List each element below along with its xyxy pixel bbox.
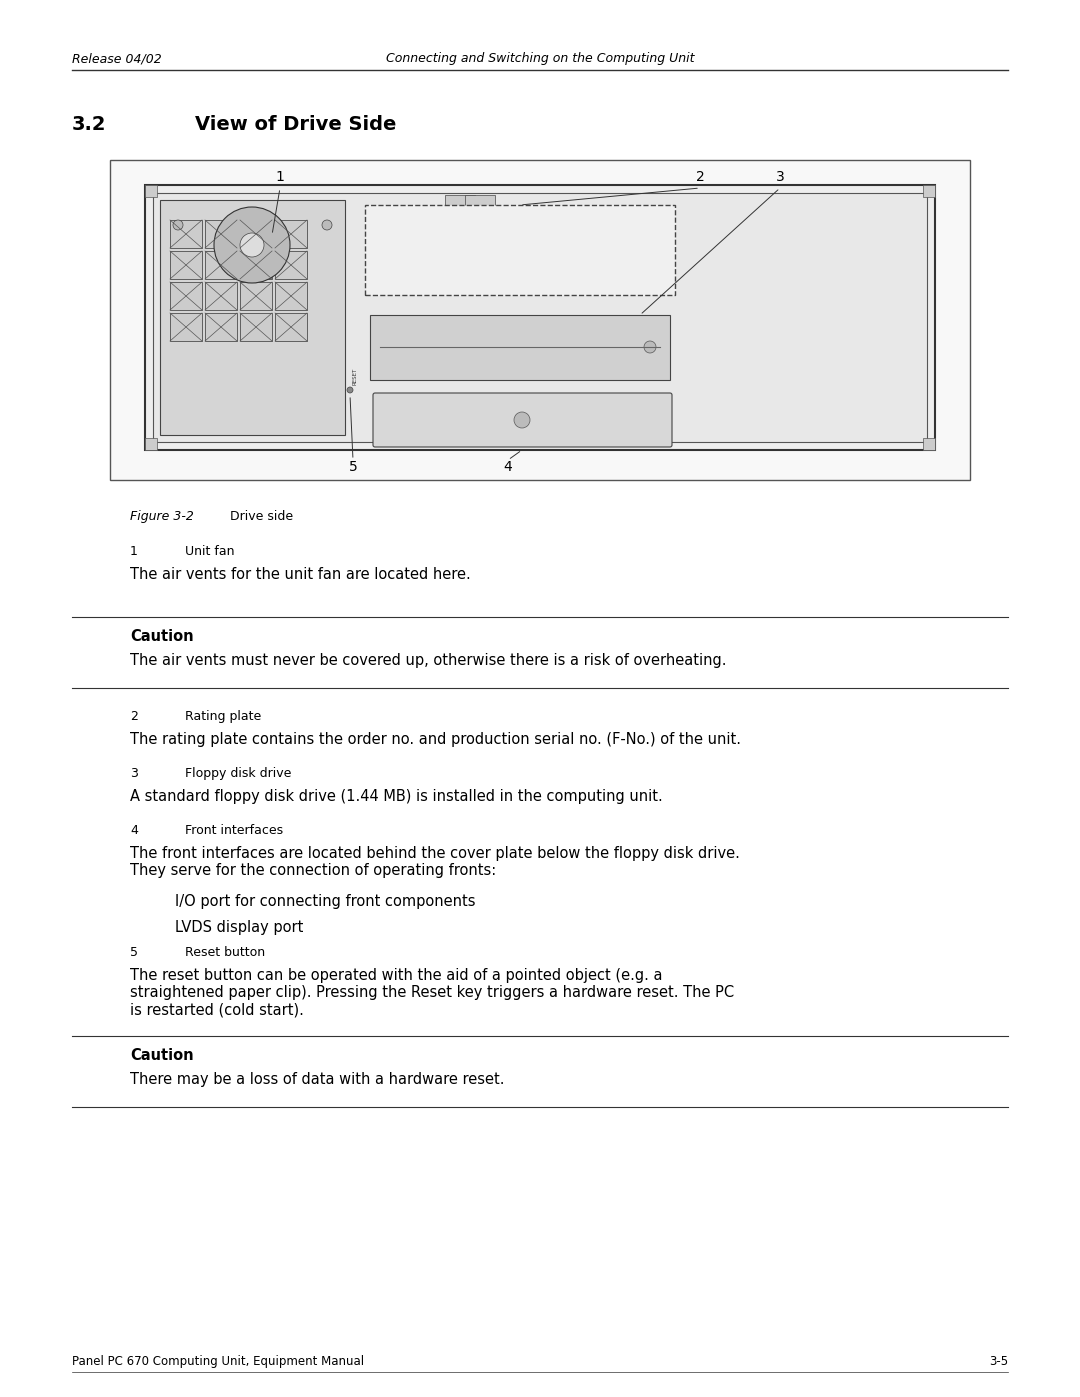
Text: Drive side: Drive side: [230, 510, 293, 522]
Bar: [170, 219, 202, 249]
Text: 1: 1: [130, 545, 138, 557]
Bar: [240, 219, 272, 249]
Bar: [170, 251, 202, 279]
Text: 3-5: 3-5: [989, 1355, 1008, 1368]
Bar: [240, 282, 272, 310]
Circle shape: [347, 387, 353, 393]
Text: Front interfaces: Front interfaces: [185, 824, 283, 837]
Text: Release 04/02: Release 04/02: [72, 52, 162, 66]
Bar: [205, 251, 237, 279]
Bar: [110, 161, 970, 481]
Text: Caution: Caution: [130, 629, 193, 644]
Bar: [240, 251, 272, 279]
Text: The front interfaces are located behind the cover plate below the floppy disk dr: The front interfaces are located behind …: [130, 847, 740, 879]
Text: The air vents must never be covered up, otherwise there is a risk of overheating: The air vents must never be covered up, …: [130, 652, 727, 668]
Bar: [170, 282, 202, 310]
Bar: [145, 439, 157, 450]
Text: Connecting and Switching on the Computing Unit: Connecting and Switching on the Computin…: [386, 52, 694, 66]
Text: 4: 4: [503, 460, 512, 474]
Bar: [923, 439, 935, 450]
Text: 3: 3: [130, 767, 138, 780]
Circle shape: [514, 412, 530, 427]
Bar: [275, 282, 307, 310]
Text: The air vents for the unit fan are located here.: The air vents for the unit fan are locat…: [130, 567, 471, 583]
Text: LVDS display port: LVDS display port: [175, 921, 303, 935]
Bar: [365, 205, 675, 295]
Bar: [205, 313, 237, 341]
Bar: [370, 314, 670, 380]
FancyBboxPatch shape: [373, 393, 672, 447]
Bar: [465, 196, 495, 212]
Bar: [205, 219, 237, 249]
Circle shape: [214, 207, 291, 284]
Bar: [153, 193, 927, 441]
Text: Unit fan: Unit fan: [185, 545, 234, 557]
Text: 3: 3: [775, 170, 784, 184]
Text: The rating plate contains the order no. and production serial no. (F-No.) of the: The rating plate contains the order no. …: [130, 732, 741, 747]
Text: A standard floppy disk drive (1.44 MB) is installed in the computing unit.: A standard floppy disk drive (1.44 MB) i…: [130, 789, 663, 805]
Bar: [275, 219, 307, 249]
Bar: [275, 313, 307, 341]
Bar: [445, 196, 475, 212]
Text: 4: 4: [130, 824, 138, 837]
Bar: [205, 282, 237, 310]
Bar: [275, 251, 307, 279]
Bar: [923, 184, 935, 197]
Circle shape: [322, 219, 332, 231]
Text: Reset button: Reset button: [185, 946, 265, 958]
Text: 5: 5: [130, 946, 138, 958]
Text: Floppy disk drive: Floppy disk drive: [185, 767, 292, 780]
Text: Figure 3-2: Figure 3-2: [130, 510, 194, 522]
Text: Panel PC 670 Computing Unit, Equipment Manual: Panel PC 670 Computing Unit, Equipment M…: [72, 1355, 364, 1368]
Text: 3.2: 3.2: [72, 115, 107, 134]
Bar: [160, 200, 345, 434]
Text: The reset button can be operated with the aid of a pointed object (e.g. a
straig: The reset button can be operated with th…: [130, 968, 734, 1018]
Text: RESET: RESET: [352, 367, 357, 386]
Circle shape: [173, 219, 183, 231]
Text: Rating plate: Rating plate: [185, 710, 261, 724]
Circle shape: [240, 233, 264, 257]
Text: Caution: Caution: [130, 1048, 193, 1063]
Text: 2: 2: [130, 710, 138, 724]
Text: 1: 1: [275, 170, 284, 184]
Bar: [145, 184, 157, 197]
Text: 5: 5: [349, 460, 357, 474]
Bar: [145, 184, 935, 450]
Bar: [240, 313, 272, 341]
Text: I/O port for connecting front components: I/O port for connecting front components: [175, 894, 475, 909]
Text: View of Drive Side: View of Drive Side: [195, 115, 396, 134]
Bar: [170, 313, 202, 341]
Text: There may be a loss of data with a hardware reset.: There may be a loss of data with a hardw…: [130, 1071, 504, 1087]
Circle shape: [644, 341, 656, 353]
Text: 2: 2: [696, 170, 704, 184]
